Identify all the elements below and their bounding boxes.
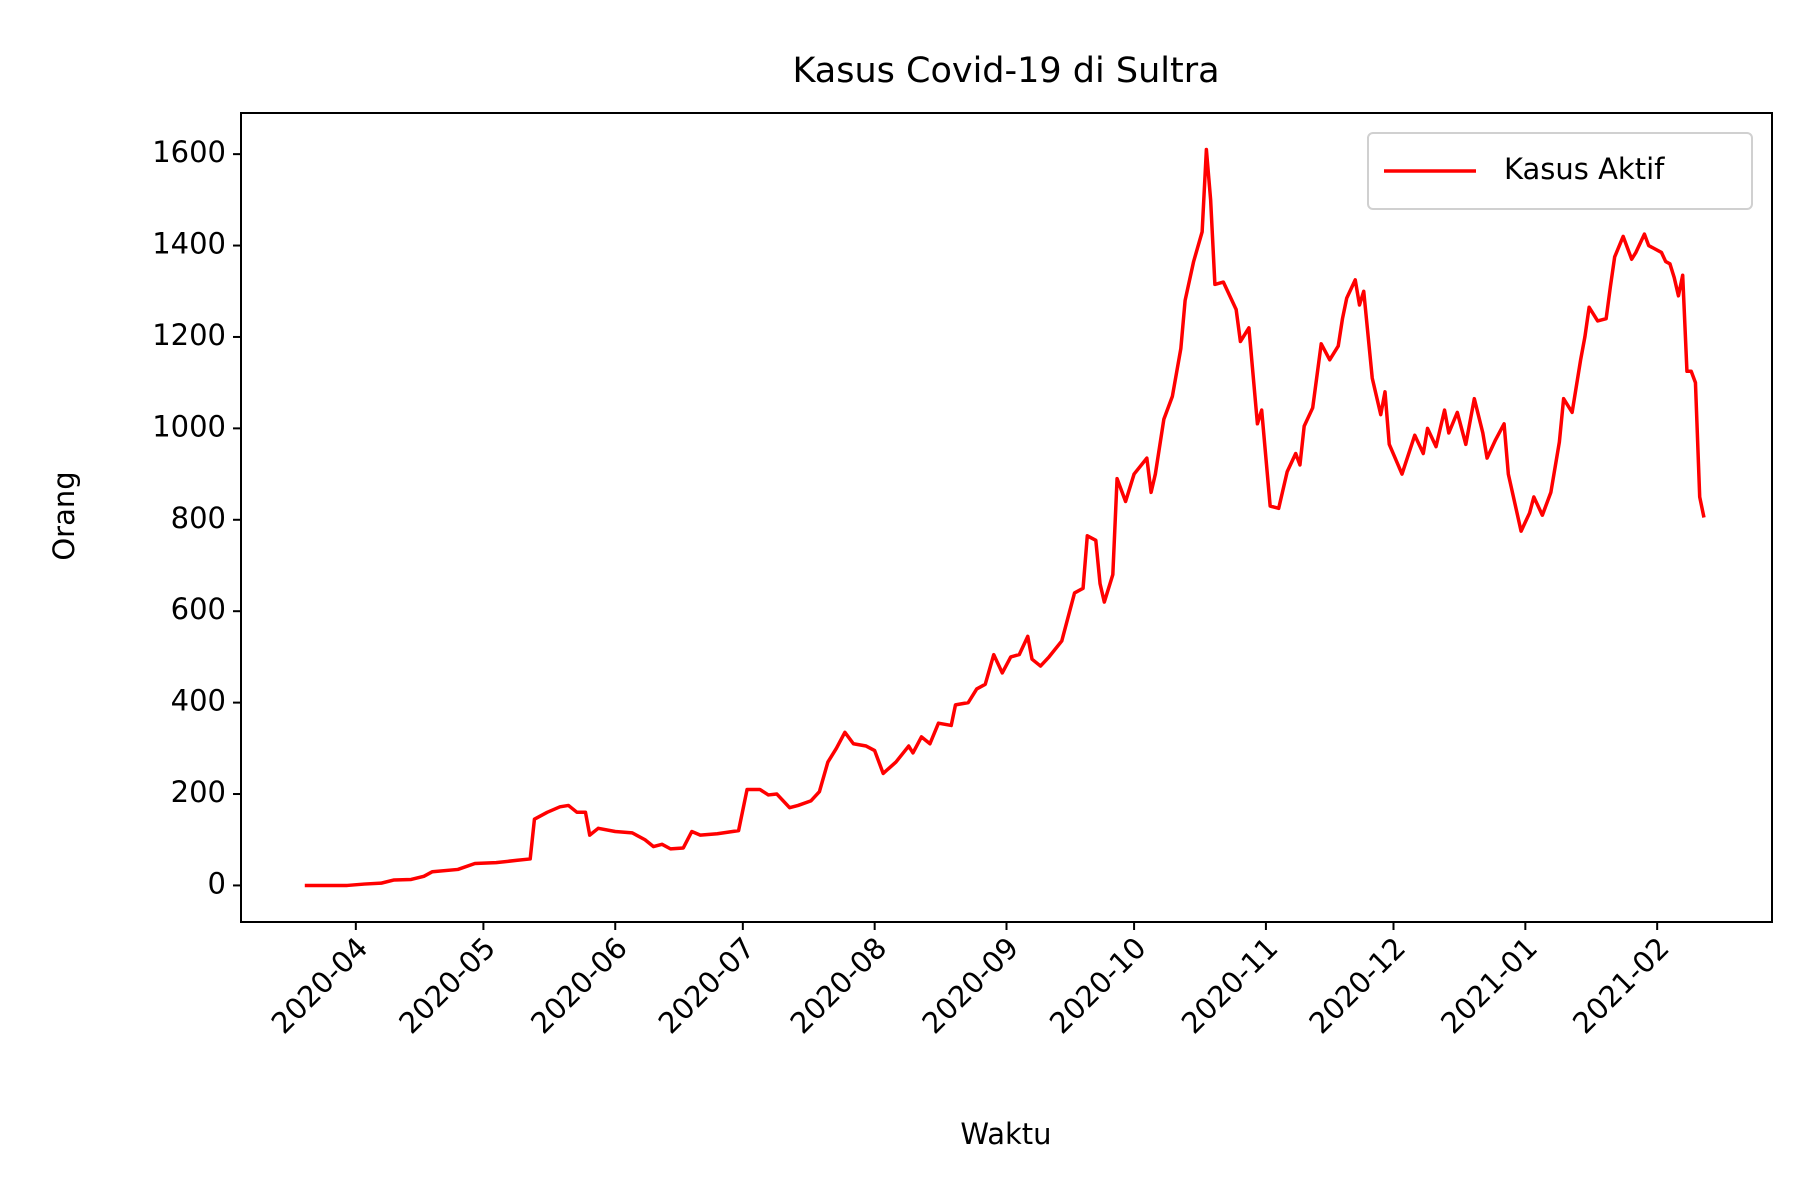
y-tick-label: 600 xyxy=(171,592,226,626)
plot-frame xyxy=(240,112,1773,923)
y-tick-label: 1400 xyxy=(152,227,226,261)
y-tick-label: 200 xyxy=(171,775,226,809)
y-tick-label: 1200 xyxy=(152,318,226,352)
y-axis-label: Orang xyxy=(47,471,81,560)
y-tick-label: 0 xyxy=(208,866,226,900)
y-tick-label: 1000 xyxy=(152,409,226,443)
y-tick-label: 800 xyxy=(171,501,226,535)
y-tick-label: 1600 xyxy=(152,135,226,169)
legend-label: Kasus Aktif xyxy=(1504,152,1665,186)
chart-title: Kasus Covid-19 di Sultra xyxy=(792,51,1219,91)
data-line xyxy=(304,147,1706,888)
legend-box xyxy=(1367,132,1753,210)
x-axis-label: Waktu xyxy=(960,1117,1051,1151)
y-tick-label: 400 xyxy=(171,684,226,718)
